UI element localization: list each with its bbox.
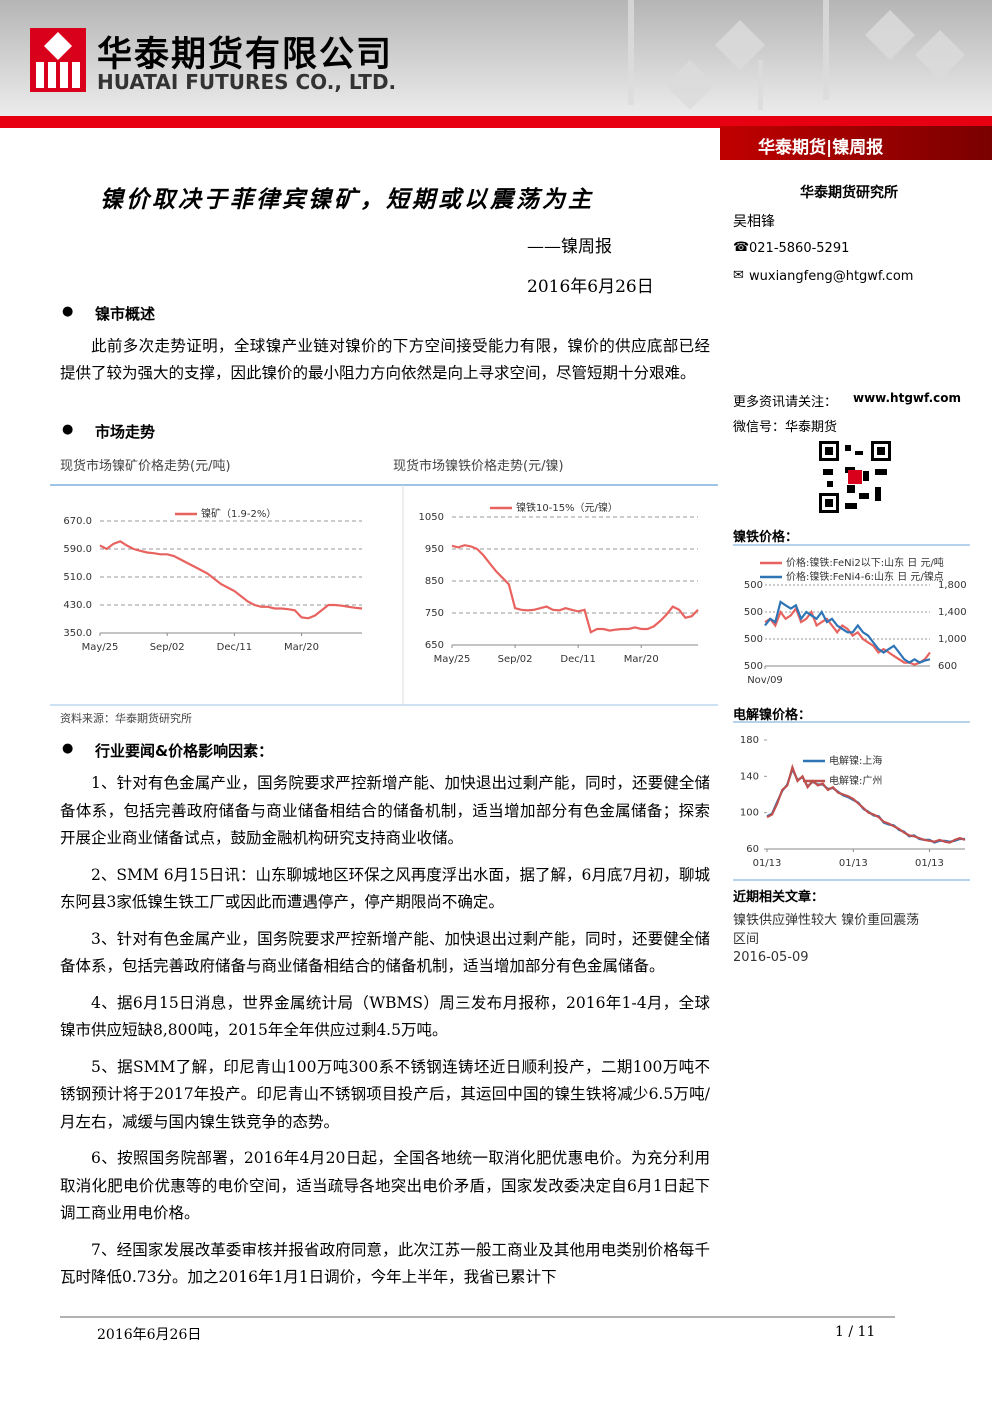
y-tick-label: 670.0 <box>63 516 92 527</box>
chart-title: 电解镍价格： <box>733 708 812 723</box>
company-name: 华泰期货有限公司 <box>97 35 394 75</box>
section-heading: 行业要闻&价格影响因素： <box>95 742 274 760</box>
legend-label: 镍铁10-15%（元/镍） <box>516 501 618 514</box>
legend-label: 镍矿（1.9-2%） <box>201 507 276 520</box>
source: 资料来源：华泰期货研究所 <box>60 712 192 725</box>
y2-tick-label: 600 <box>938 661 957 672</box>
x-tick-label: Mar/20 <box>284 642 319 653</box>
x-tick-label: May/25 <box>434 654 471 665</box>
institute: 华泰期货研究所 <box>800 185 898 201</box>
y-tick-label: 430.0 <box>63 600 92 611</box>
x-tick-label: Mar/20 <box>624 654 659 665</box>
y-tick-label: 140 <box>740 771 759 782</box>
email-icon: ✉ <box>733 268 744 283</box>
x-tick-label: Sep/02 <box>150 642 185 653</box>
phone: 021-5860-5291 <box>749 241 850 256</box>
bullet: ● <box>62 422 74 437</box>
x-tick-label: 01/13 <box>915 858 944 869</box>
x-tick-label: Nov/09 <box>747 675 783 686</box>
y2-tick-label: 1,800 <box>938 580 967 591</box>
related-title: 镍铁供应弹性较大 镍价重回震荡区间 <box>733 913 920 947</box>
section-heading: 镍市概述 <box>95 305 156 323</box>
qr-code <box>819 441 891 513</box>
paragraph: 此前多次走势证明，全球镍产业链对镍价的下方空间接受能力有限，镍价的供应底部已经提… <box>60 337 710 382</box>
y-tick-label: 590.0 <box>63 544 92 555</box>
paragraph: 3、针对有色金属产业，国务院要求严控新增产能、加快退出过剩产能，同时，还要健全储… <box>60 929 710 976</box>
data-line <box>764 606 931 666</box>
x-tick-label: 01/13 <box>839 858 868 869</box>
subtitle: ——镍周报 <box>527 237 612 257</box>
y-tick-label: 750 <box>425 608 444 619</box>
y-tick-label: 510.0 <box>63 572 92 583</box>
report-date: 2016年6月26日 <box>527 277 654 297</box>
y-tick-label: 500 <box>744 661 763 672</box>
header-graphic <box>0 0 992 160</box>
paragraph: 7、经国家发展改革委审核并报省政府同意，此次江苏一般工商业及其他用电类别价格每千… <box>60 1240 710 1287</box>
y-tick-label: 1050 <box>419 512 444 523</box>
section-heading: 市场走势 <box>95 423 156 441</box>
banner: 华泰期货|镍周报 <box>758 138 884 158</box>
follow-url: www.htgwf.com <box>853 391 961 405</box>
x-tick-label: 01/13 <box>753 858 782 869</box>
section-body: 此前多次走势证明，全球镍产业链对镍价的下方空间接受能力有限，镍价的供应底部已经提… <box>60 333 710 386</box>
x-tick-label: Dec/11 <box>217 642 252 653</box>
data-line <box>451 544 699 634</box>
phone-icon: ☎ <box>733 240 750 255</box>
data-line <box>766 763 966 844</box>
paragraph: 5、据SMM了解，印尼青山100万吨300系不锈钢连铸坯近日顺利投产，二期100… <box>60 1057 710 1131</box>
company-name-en: HUATAI FUTURES CO., LTD. <box>97 70 397 94</box>
legend-label: 价格:镍铁:FeNi2以下:山东 日 元/吨 <box>786 556 944 569</box>
page-number: 1 / 11 <box>835 1324 876 1340</box>
footer-date: 2016年6月26日 <box>97 1327 202 1343</box>
y-tick-label: 500 <box>744 580 763 591</box>
chart-title: 现货市场镍矿价格走势(元/吨) <box>60 459 231 474</box>
y-tick-label: 500 <box>744 634 763 645</box>
bullet: ● <box>62 741 74 756</box>
legend-label: 电解镍:广州 <box>829 774 882 787</box>
y-tick-label: 950 <box>425 544 444 555</box>
y-tick-label: 350.0 <box>63 628 92 639</box>
legend-label: 电解镍:上海 <box>829 754 882 767</box>
related-heading: 近期相关文章： <box>733 890 825 905</box>
y2-tick-label: 1,400 <box>938 607 967 618</box>
paragraph: 4、据6月15日消息，世界金属统计局（WBMS）周三发布月报称，2016年1-4… <box>60 993 710 1040</box>
report-title: 镍价取决于菲律宾镍矿，短期或以震荡为主 <box>100 186 594 213</box>
data-line <box>764 600 931 664</box>
data-line <box>99 540 363 620</box>
y-tick-label: 500 <box>744 607 763 618</box>
bullet: ● <box>62 304 74 319</box>
follow-label: 更多资讯请关注： <box>733 395 838 410</box>
y-tick-label: 650 <box>425 640 444 651</box>
paragraph: 6、按照国务院部署，2016年4月20日起，全国各地统一取消化肥优惠电价。为充分… <box>60 1149 710 1222</box>
x-tick-label: May/25 <box>82 642 119 653</box>
paragraph: 1、针对有色金属产业，国务院要求严控新增产能、加快退出过剩产能，同时，还要健全储… <box>60 774 710 847</box>
chart-title: 现货市场镍铁价格走势(元/镍) <box>393 459 564 474</box>
y-tick-label: 60 <box>746 844 759 855</box>
email: wuxiangfeng@htgwf.com <box>749 269 914 284</box>
paragraph: 2、SMM 6月15日讯：山东聊城地区环保之风再度浮出水面，据了解，6月底7月初… <box>60 865 710 912</box>
legend-label: 价格:镍铁:FeNi4-6:山东 日 元/镍点 <box>786 570 944 583</box>
related-date: 2016-05-09 <box>733 950 809 965</box>
wechat: 微信号：华泰期货 <box>733 420 838 435</box>
x-tick-label: Dec/11 <box>560 654 595 665</box>
x-tick-label: Sep/02 <box>498 654 533 665</box>
y-tick-label: 100 <box>740 808 759 819</box>
y2-tick-label: 1,000 <box>938 634 967 645</box>
section-body: 1、针对有色金属产业，国务院要求严控新增产能、加快退出过剩产能，同时，还要健全储… <box>60 770 710 1290</box>
chart-title: 镍铁价格： <box>733 530 799 545</box>
analyst: 吴相锋 <box>733 214 775 230</box>
y-tick-label: 850 <box>425 576 444 587</box>
y-tick-label: 180 <box>740 735 759 746</box>
